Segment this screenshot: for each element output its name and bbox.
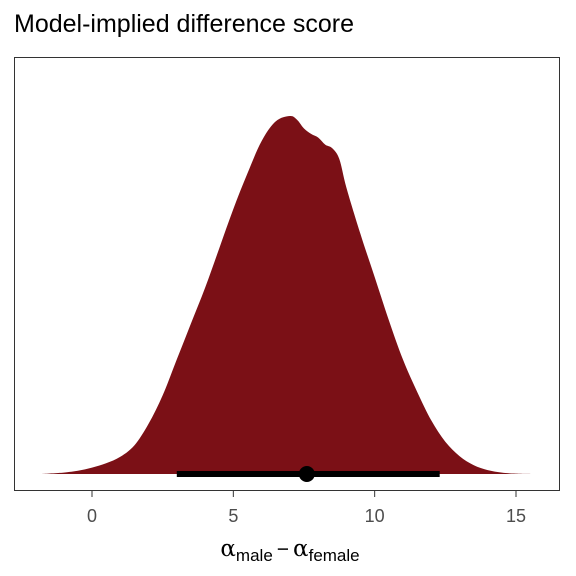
plot-panel-border bbox=[14, 57, 560, 491]
chart-title: Model-implied difference score bbox=[14, 10, 354, 38]
x-tick-label: 10 bbox=[365, 506, 385, 526]
x-tick-label: 5 bbox=[228, 506, 238, 526]
x-axis-label-greek-2: α bbox=[293, 536, 309, 562]
density-area bbox=[41, 115, 536, 475]
x-axis-label: αmale − αfemale bbox=[220, 536, 359, 565]
x-axis-ticks: 0 5 10 15 bbox=[87, 491, 526, 526]
x-tick-label: 0 bbox=[87, 506, 97, 526]
x-axis-label-sub-1: male bbox=[236, 546, 273, 565]
x-axis-label-greek-1: α bbox=[220, 536, 236, 562]
x-axis-label-minus: − bbox=[277, 538, 289, 561]
x-tick-label: 15 bbox=[506, 506, 526, 526]
x-axis-label-sub-2: female bbox=[309, 546, 360, 565]
point-estimate-dot bbox=[298, 466, 315, 482]
